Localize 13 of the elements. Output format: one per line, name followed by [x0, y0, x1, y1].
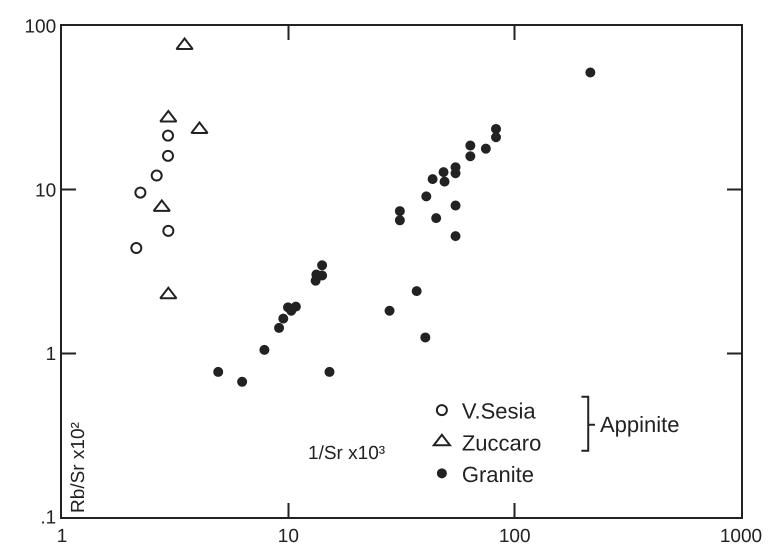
y-tick-label: 10	[35, 180, 56, 202]
y-tick-label: 100	[24, 16, 56, 38]
legend-label: Zuccaro	[462, 430, 542, 456]
x-tick-label: 10	[278, 526, 299, 547]
x-tick-label: 1000	[720, 526, 762, 547]
x-tick-label: 100	[498, 526, 531, 547]
legend-label: Granite	[462, 462, 534, 487]
x-axis-title: 1/Sr x10³	[308, 443, 386, 464]
legend-label: V.Sesia	[462, 398, 536, 424]
annotation: Appinite	[600, 412, 680, 437]
y-tick-label: .1	[40, 508, 56, 529]
y-axis-title: Rb/Sr x10²	[68, 422, 89, 513]
y-tick-label: 1	[46, 344, 56, 365]
